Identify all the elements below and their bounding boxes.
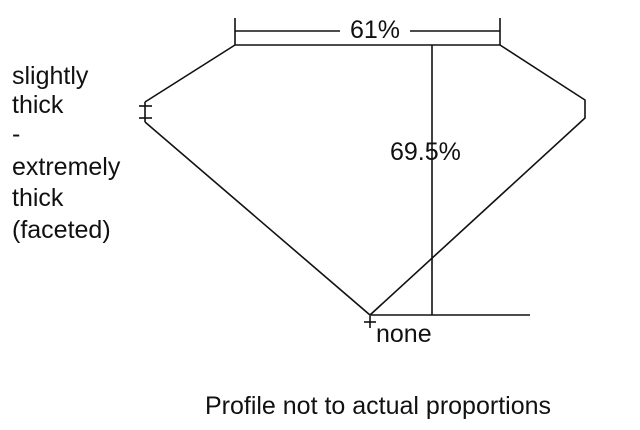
girdle-label: slightly: [12, 62, 89, 90]
label-background: [340, 16, 410, 44]
depth-label: 69.5%: [390, 138, 461, 166]
girdle-label: (faceted): [12, 216, 111, 244]
caption: Profile not to actual proportions: [205, 392, 551, 420]
culet-label: none: [376, 320, 432, 348]
girdle-label: thick: [12, 91, 64, 119]
girdle-label: thick: [12, 184, 64, 212]
girdle-label: extremely: [12, 153, 121, 181]
girdle-label: -: [12, 120, 20, 148]
table-label: 61%: [350, 16, 400, 44]
